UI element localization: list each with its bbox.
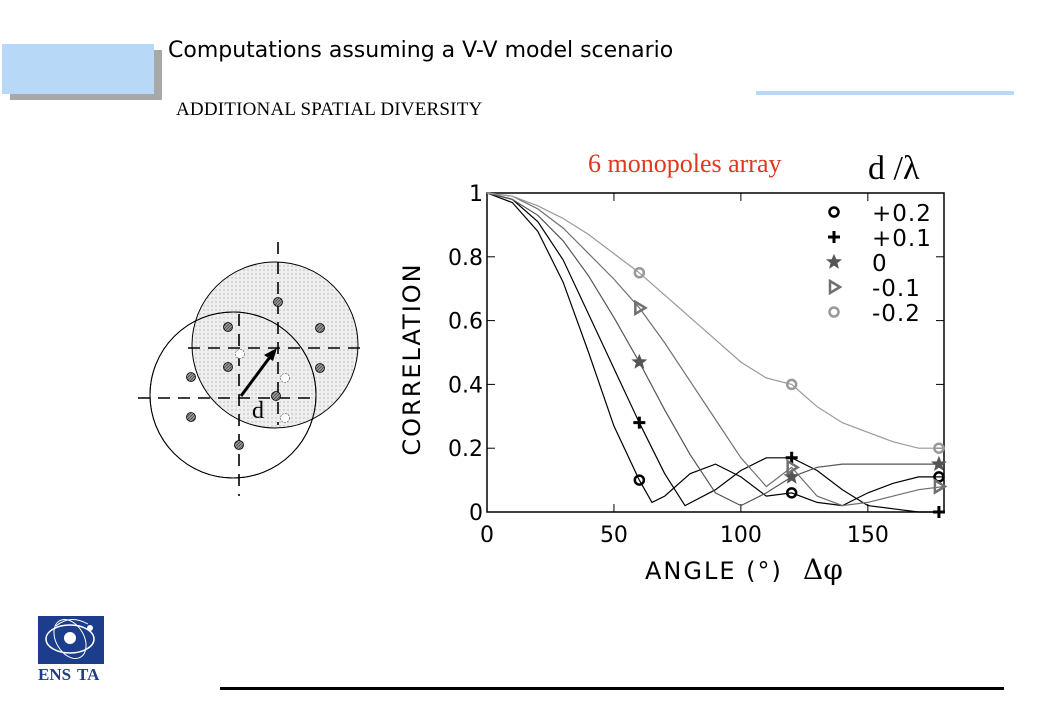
series-marker-2 <box>930 455 947 471</box>
plot-frame <box>486 192 945 513</box>
legend-label-4: -0.2 <box>872 301 921 327</box>
series-line-1 <box>486 192 944 513</box>
x-tick-label: 0 <box>480 523 494 548</box>
y-tick-label: 0.4 <box>448 373 483 398</box>
slide-subtitle: ADDITIONAL SPATIAL DIVERSITY <box>176 99 483 120</box>
y-axis-label: CORRELATION <box>398 262 426 455</box>
series-line-4 <box>486 192 944 449</box>
series-marker-1 <box>785 451 798 464</box>
x-axis-symbol: Δφ <box>803 553 843 586</box>
x-tick-label: 50 <box>600 523 628 548</box>
series-marker-1 <box>932 506 945 518</box>
series-line-2 <box>486 192 944 507</box>
legend-marker-2 <box>825 253 843 269</box>
legend-marker-3 <box>828 278 843 296</box>
series-marker-2 <box>631 353 648 369</box>
legend-marker-1 <box>828 231 840 243</box>
displacement-label: d <box>252 398 264 424</box>
logo-text-ta: TA <box>77 665 100 684</box>
series-marker-4 <box>785 378 798 391</box>
series-marker-0 <box>933 471 945 483</box>
x-axis-label: ANGLE (°) <box>645 557 783 585</box>
title-deco-box <box>2 44 154 94</box>
y-tick-label: 0.2 <box>448 437 483 462</box>
legend-label-3: -0.1 <box>872 276 921 302</box>
array-circle-shifted <box>191 261 359 429</box>
series-marker-4 <box>633 267 646 279</box>
x-tick-label: 100 <box>720 523 762 548</box>
series-marker-0 <box>785 487 798 499</box>
array-diagram: d <box>130 240 380 500</box>
legend-marker-0 <box>828 206 840 218</box>
series-marker-1 <box>633 416 646 429</box>
displacement-arrow <box>239 356 272 397</box>
series-marker-3 <box>634 299 648 317</box>
title-deco-line <box>756 91 1014 95</box>
y-tick-label: 0.6 <box>448 310 483 335</box>
legend-label-2: 0 <box>872 251 888 277</box>
d-lambda-label: d /λ <box>868 150 920 187</box>
y-tick-label: 0.8 <box>448 246 483 271</box>
series-marker-3 <box>786 459 801 476</box>
legend-label-1: +0.1 <box>872 226 932 252</box>
y-tick-label: 0 <box>469 501 483 526</box>
series-marker-4 <box>933 442 945 454</box>
series-marker-0 <box>633 474 646 486</box>
ensta-logo: ENS TA <box>36 614 112 686</box>
logo-text-ens: ENS <box>38 665 71 684</box>
series-line-0 <box>486 192 944 507</box>
legend-marker-4 <box>828 306 840 318</box>
slide-title: Computations assuming a V-V model scenar… <box>168 38 674 63</box>
x-tick-label: 150 <box>847 523 889 548</box>
footer-line <box>220 687 1004 690</box>
legend-label-0: +0.2 <box>872 201 932 227</box>
array-label: 6 monopoles array <box>588 149 782 178</box>
y-tick-label: 1 <box>469 182 483 207</box>
series-marker-3 <box>933 478 948 495</box>
series-line-3 <box>486 192 945 507</box>
